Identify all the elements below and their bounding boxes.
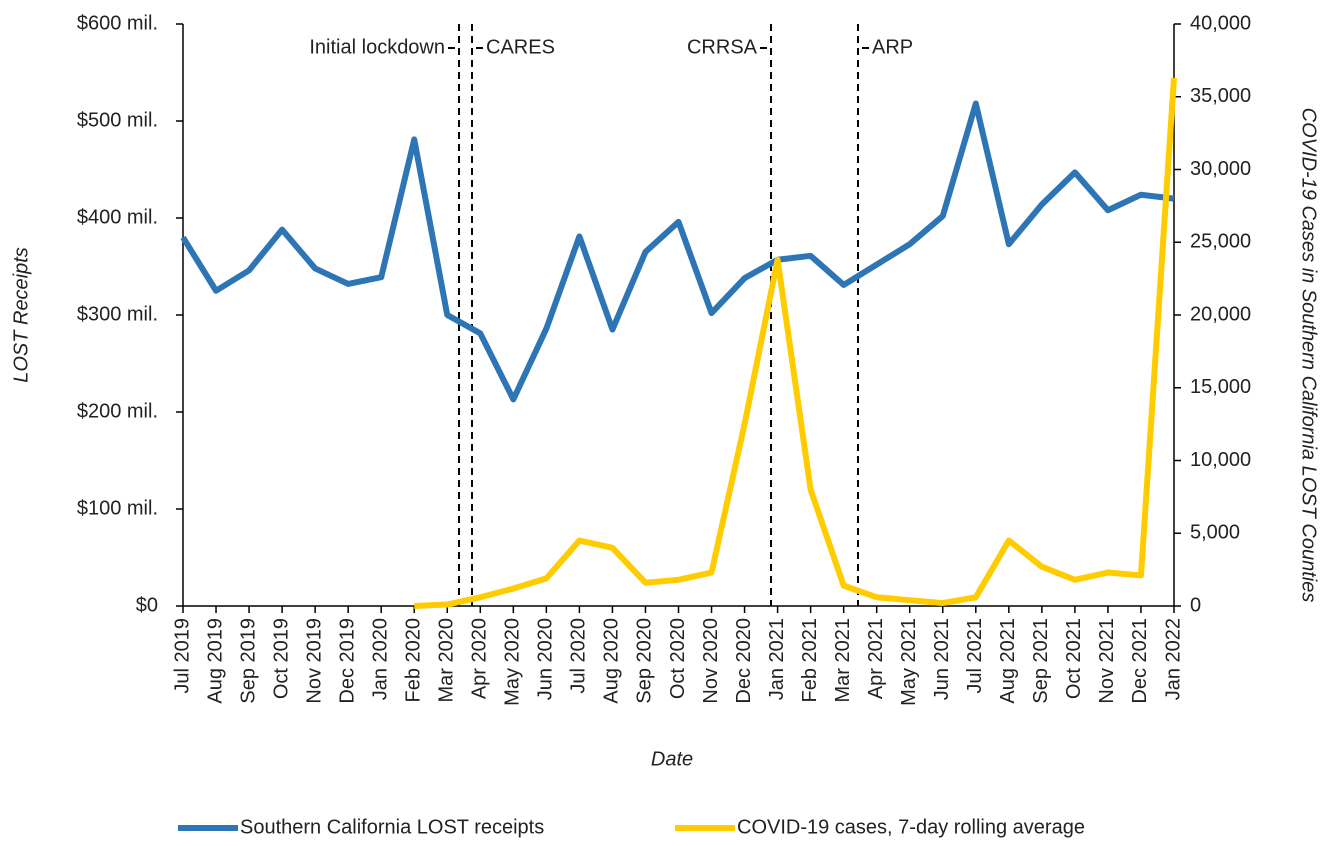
x-tick-label: Nov 2019 xyxy=(303,618,325,704)
y2-tick-label: 40,000 xyxy=(1190,12,1251,34)
x-tick-label: Dec 2020 xyxy=(733,618,755,704)
y-tick-label: $0 xyxy=(136,594,158,616)
x-tick-label: Nov 2021 xyxy=(1096,618,1118,704)
x-tick-label: Jan 2021 xyxy=(766,618,788,700)
x-tick-label: Dec 2019 xyxy=(336,618,358,704)
x-tick-label: Jan 2020 xyxy=(369,618,391,700)
x-tick-label: Jun 2020 xyxy=(535,618,557,700)
x-tick-label: May 2020 xyxy=(502,618,524,706)
y2-tick-label: 35,000 xyxy=(1190,85,1251,107)
y-tick-label: $600 mil. xyxy=(77,12,158,34)
event-label: Initial lockdown xyxy=(309,36,445,58)
y-tick-label: $300 mil. xyxy=(77,303,158,325)
legend-label: Southern California LOST receipts xyxy=(240,816,544,838)
x-tick-label: Jul 2021 xyxy=(964,618,986,694)
x-tick-label: Aug 2021 xyxy=(997,618,1019,704)
x-tick-label: Aug 2019 xyxy=(204,618,226,704)
event-label: ARP xyxy=(872,36,913,58)
y2-tick-label: 20,000 xyxy=(1190,303,1251,325)
y2-tick-label: 0 xyxy=(1190,594,1201,616)
x-tick-label: Sep 2021 xyxy=(1030,618,1052,704)
x-tick-label: Dec 2021 xyxy=(1129,618,1151,704)
x-tick-label: Apr 2020 xyxy=(469,618,491,699)
x-tick-label: Jul 2020 xyxy=(568,618,590,694)
x-tick-label: Mar 2021 xyxy=(832,618,854,703)
legend-label: COVID-19 cases, 7-day rolling average xyxy=(737,816,1085,838)
x-tick-label: Mar 2020 xyxy=(436,618,458,703)
y-tick-label: $500 mil. xyxy=(77,109,158,131)
x-tick-label: Oct 2019 xyxy=(270,618,292,699)
y2-tick-label: 5,000 xyxy=(1190,522,1240,544)
y2-tick-label: 15,000 xyxy=(1190,376,1251,398)
x-tick-label: Jan 2022 xyxy=(1162,618,1184,700)
x-tick-label: Apr 2021 xyxy=(865,618,887,699)
y-tick-label: $100 mil. xyxy=(77,497,158,519)
x-tick-label: Oct 2021 xyxy=(1063,618,1085,699)
x-tick-label: Jun 2021 xyxy=(931,618,953,700)
x-tick-label: Nov 2020 xyxy=(700,618,722,704)
x-tick-label: Aug 2020 xyxy=(601,618,623,704)
event-label: CARES xyxy=(486,36,555,58)
series-line xyxy=(414,77,1177,609)
y2-tick-label: 10,000 xyxy=(1190,449,1251,471)
x-tick-label: Feb 2020 xyxy=(403,618,425,703)
x-tick-label: Sep 2020 xyxy=(634,618,656,704)
y-tick-label: $400 mil. xyxy=(77,206,158,228)
y2-tick-label: 30,000 xyxy=(1190,158,1251,180)
y-tick-label: $200 mil. xyxy=(77,400,158,422)
y2-tick-label: 25,000 xyxy=(1190,231,1251,253)
y2-axis-title: COVID-19 Cases in Southern California LO… xyxy=(1298,108,1320,603)
y-axis-title: LOST Receipts xyxy=(10,247,32,383)
event-label: CRRSA xyxy=(687,36,758,58)
x-tick-label: Jul 2019 xyxy=(171,618,193,694)
x-tick-label: Feb 2021 xyxy=(799,618,821,703)
x-axis-title: Date xyxy=(651,748,693,770)
x-tick-label: May 2021 xyxy=(898,618,920,706)
x-tick-label: Sep 2019 xyxy=(237,618,259,704)
series-line xyxy=(180,100,1175,403)
x-tick-label: Oct 2020 xyxy=(667,618,689,699)
